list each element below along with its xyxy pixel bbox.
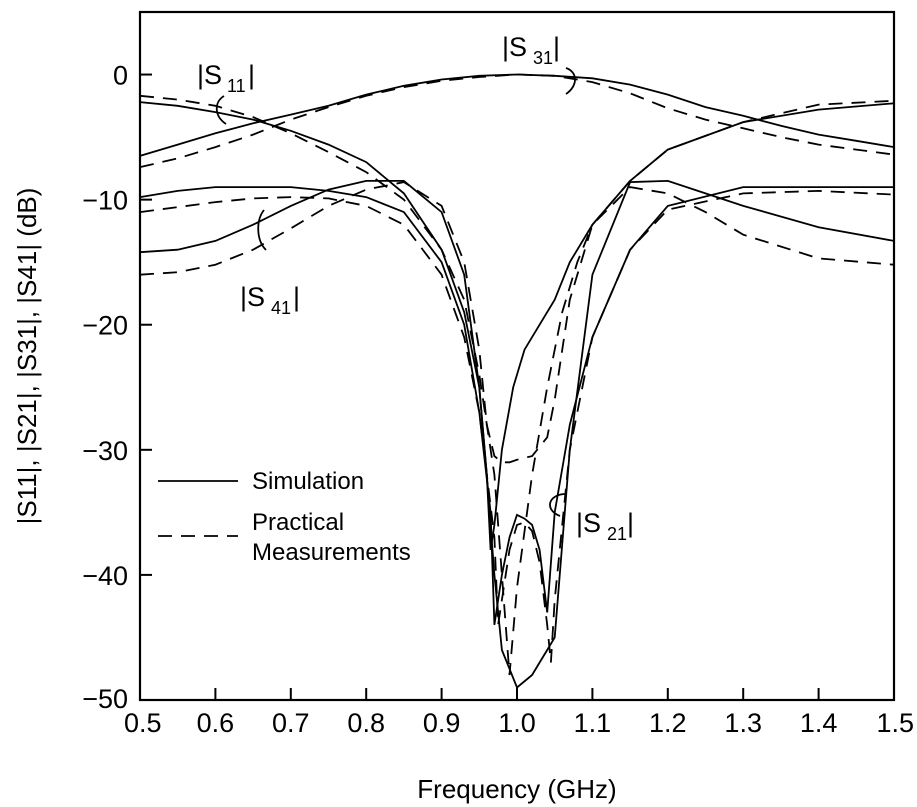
annotation-s11: |S 11 | <box>197 60 255 125</box>
ticks-layer: 0.5 0.6 0.7 0.8 0.9 1.0 1.1 1.2 1.3 1.4 1.5 0 −10 −20… <box>82 61 914 738</box>
x-tick-label: 1.5 <box>876 708 914 738</box>
y-axis-label: |S11|, |S21|, |S31|, |S41| (dB) <box>12 188 42 525</box>
x-tick-label: 0.6 <box>197 708 235 738</box>
annotation-s41-sub: 41 <box>271 298 291 318</box>
series-2-dashed-line <box>139 73 895 168</box>
curves-layer <box>139 73 895 689</box>
x-tick-label: 1.3 <box>724 708 762 738</box>
annotation-s31-marker <box>565 67 576 95</box>
annotation-s41-main: |S <box>240 282 265 312</box>
legend: Simulation Practical Measurements <box>158 468 411 566</box>
x-tick-label: 0.9 <box>423 708 461 738</box>
x-tick-label: 1.4 <box>800 708 838 738</box>
x-tick-label: 1.2 <box>649 708 687 738</box>
annotation-s11-marker <box>215 95 227 125</box>
annotation-s41: |S 41 | <box>240 209 300 318</box>
y-tick-label: −40 <box>82 561 128 591</box>
x-tick-label: 0.5 <box>124 708 162 738</box>
annotation-s21: |S 21 | <box>549 493 634 544</box>
legend-label-measurements: Measurements <box>252 539 411 566</box>
annotation-s11-main: |S <box>197 60 222 90</box>
series-6-dashed-line <box>139 189 895 663</box>
annotation-s21-main: |S <box>576 508 601 538</box>
y-tick-label: −50 <box>82 684 128 714</box>
y-tick-label: −20 <box>82 311 128 341</box>
legend-label-practical: Practical <box>252 509 344 536</box>
x-tick-label: 1.0 <box>498 708 536 738</box>
series-7-solid-line <box>139 179 895 689</box>
annotation-s11-sub: 11 <box>227 76 246 96</box>
annotation-s21-close: | <box>627 508 634 538</box>
annotation-s21-sub: 21 <box>607 524 627 544</box>
y-tick-label: −30 <box>82 436 128 466</box>
annotation-s31-close: | <box>553 32 560 62</box>
series-8-dashed-line <box>139 181 895 464</box>
legend-label-simulation: Simulation <box>252 468 364 495</box>
series-4-dashed-line <box>139 94 895 676</box>
y-tick-label: 0 <box>113 61 128 91</box>
x-tick-label: 0.8 <box>347 708 385 738</box>
annotation-s21-marker <box>549 493 567 517</box>
annotation-s31: |S 31 | <box>502 32 576 95</box>
annotation-s41-close: | <box>293 282 300 312</box>
series-1-solid-line <box>139 73 895 157</box>
y-tick-label: −10 <box>82 186 128 216</box>
annotation-s31-sub: 31 <box>533 48 553 68</box>
x-tick-label: 0.7 <box>272 708 310 738</box>
annotation-s11-close: | <box>248 60 255 90</box>
x-axis-label: Frequency (GHz) <box>417 774 616 804</box>
annotation-s31-main: |S <box>502 32 527 62</box>
annotation-s41-marker <box>257 209 267 251</box>
x-tick-label: 1.1 <box>574 708 612 738</box>
